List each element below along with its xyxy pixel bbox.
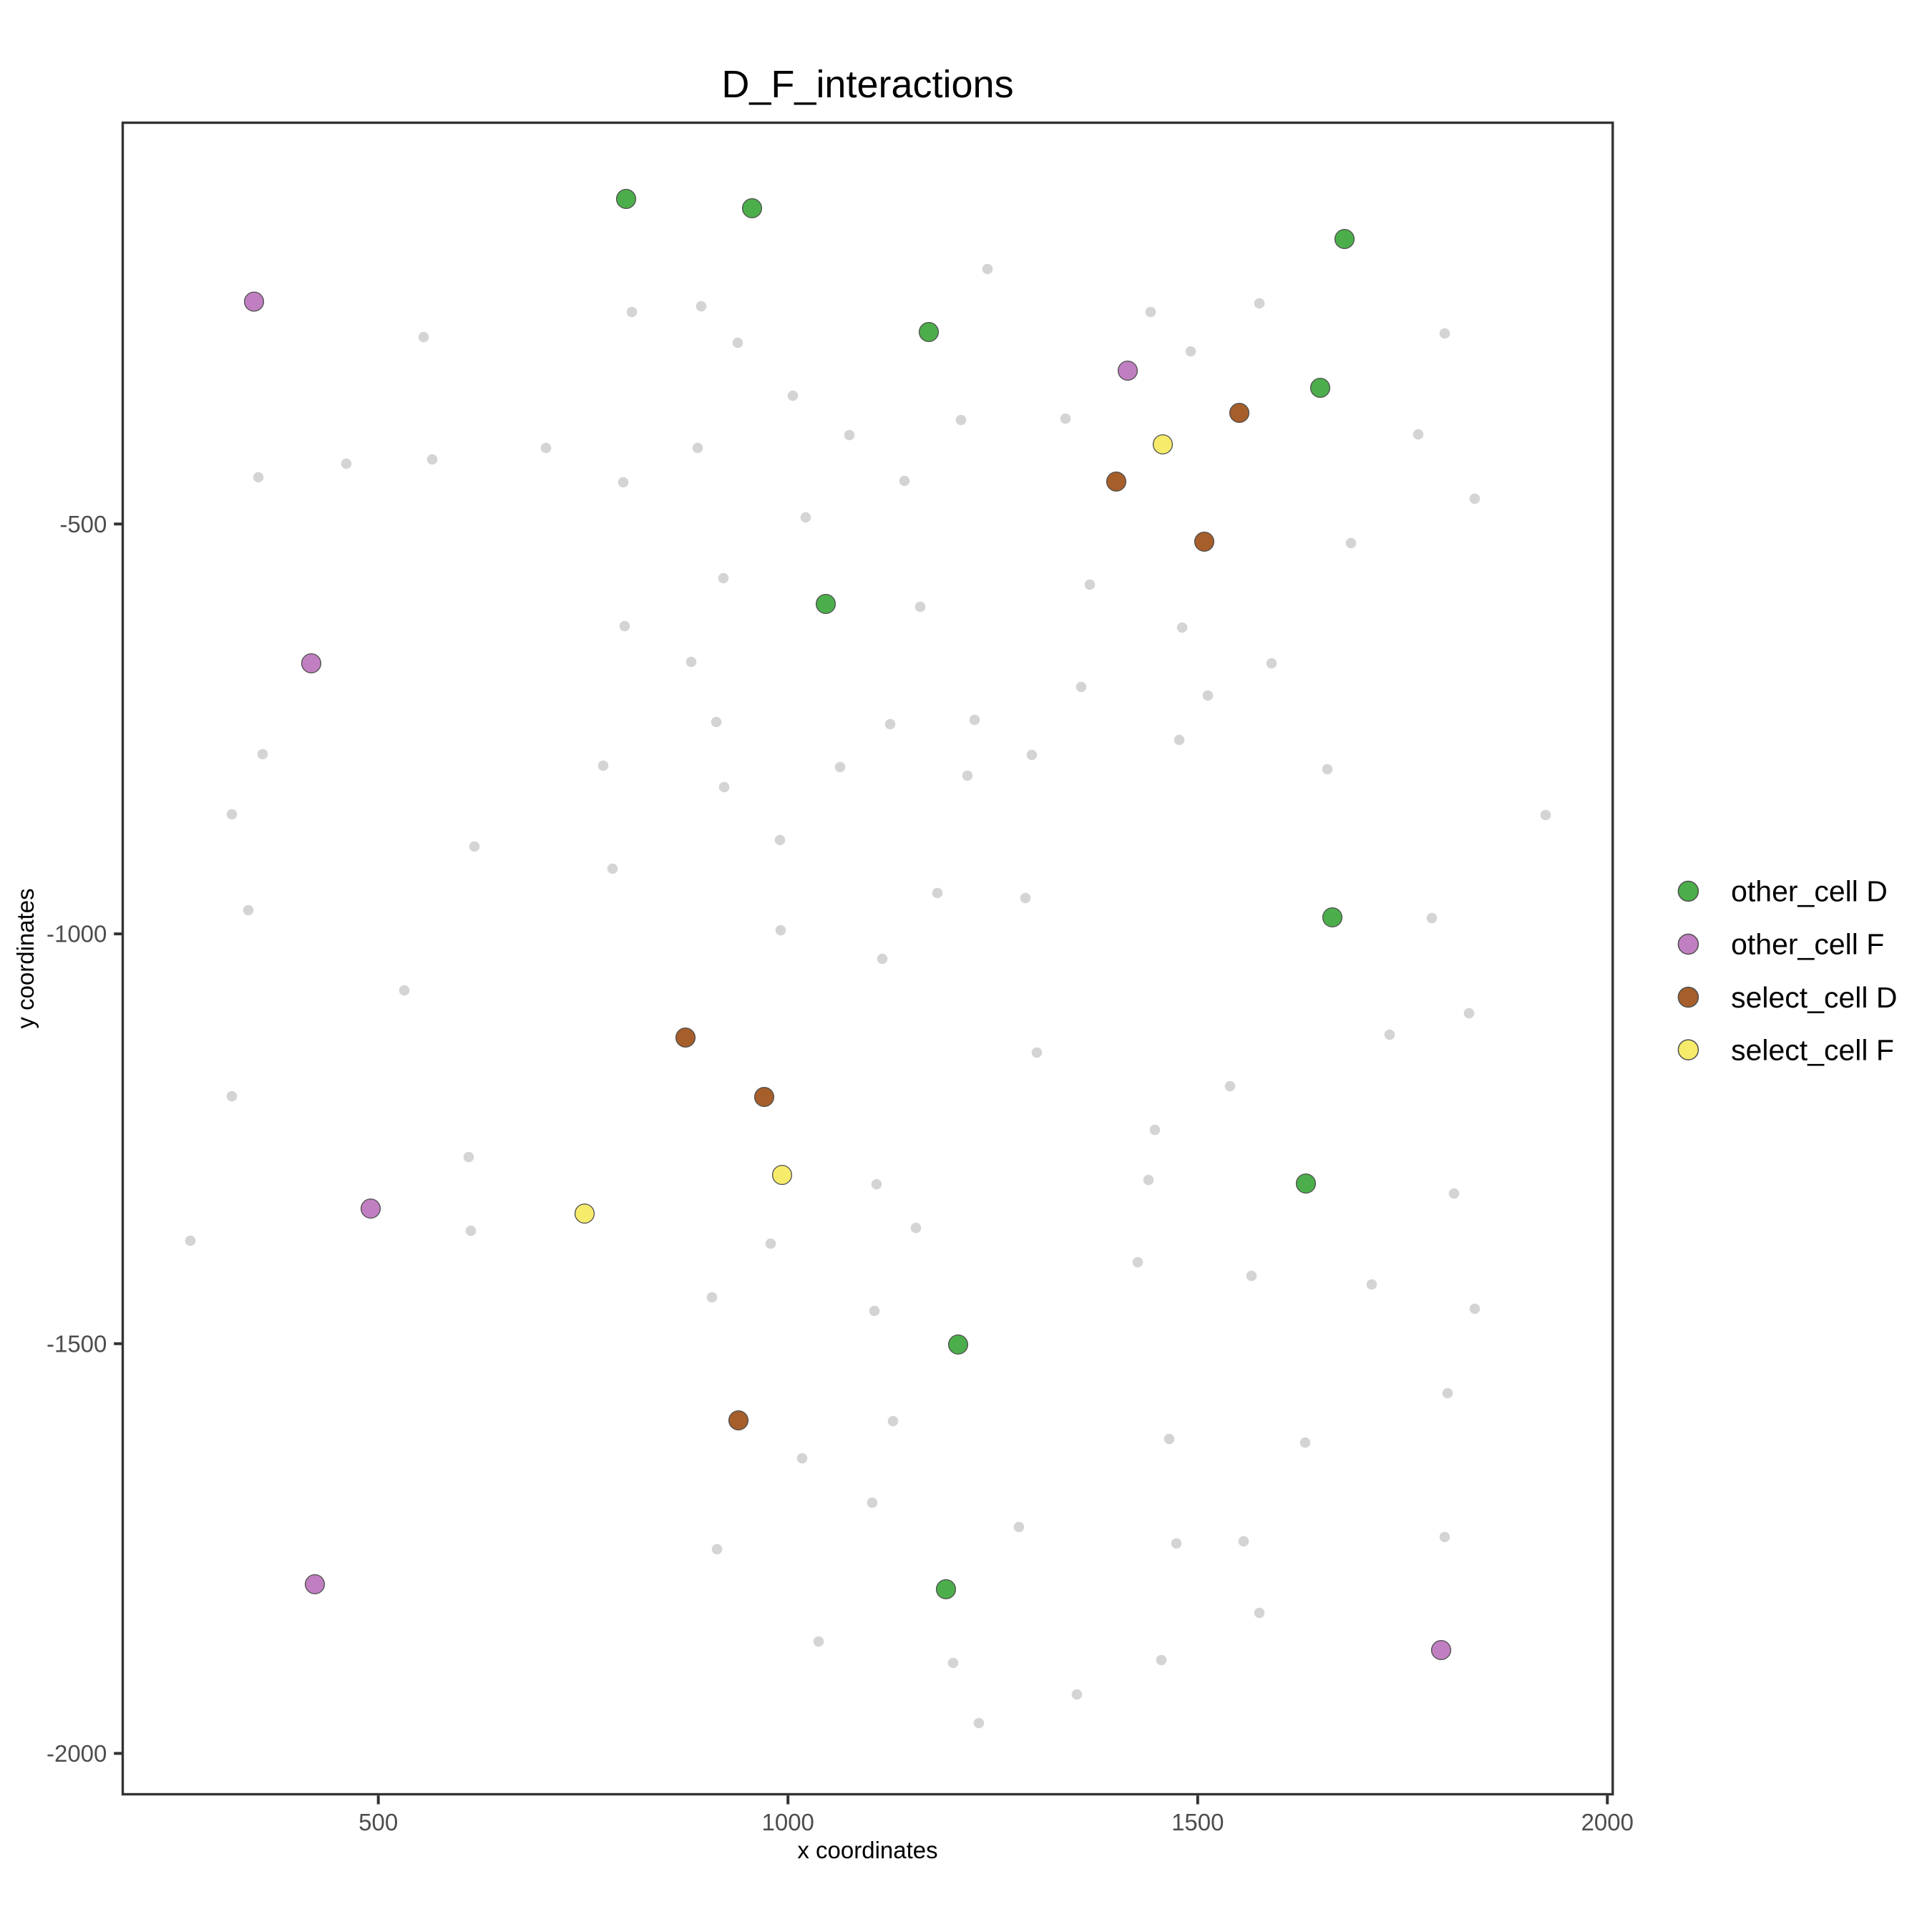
svg-text:select_cell F: select_cell F — [1731, 1033, 1894, 1066]
svg-text:other_cell F: other_cell F — [1731, 928, 1884, 961]
svg-text:-2000: -2000 — [47, 1740, 107, 1767]
svg-text:-1000: -1000 — [47, 921, 107, 947]
svg-text:other_cell D: other_cell D — [1731, 875, 1888, 908]
svg-text:1000: 1000 — [761, 1809, 814, 1835]
svg-text:-1500: -1500 — [47, 1330, 107, 1357]
svg-text:x coordinates: x coordinates — [797, 1837, 937, 1863]
svg-text:D_F_interactions: D_F_interactions — [721, 63, 1013, 106]
svg-text:1500: 1500 — [1171, 1809, 1224, 1835]
svg-text:2000: 2000 — [1581, 1809, 1634, 1835]
svg-text:-500: -500 — [59, 511, 107, 537]
svg-text:select_cell D: select_cell D — [1731, 981, 1897, 1014]
svg-text:500: 500 — [358, 1809, 398, 1835]
svg-text:y coordinates: y coordinates — [12, 888, 39, 1028]
